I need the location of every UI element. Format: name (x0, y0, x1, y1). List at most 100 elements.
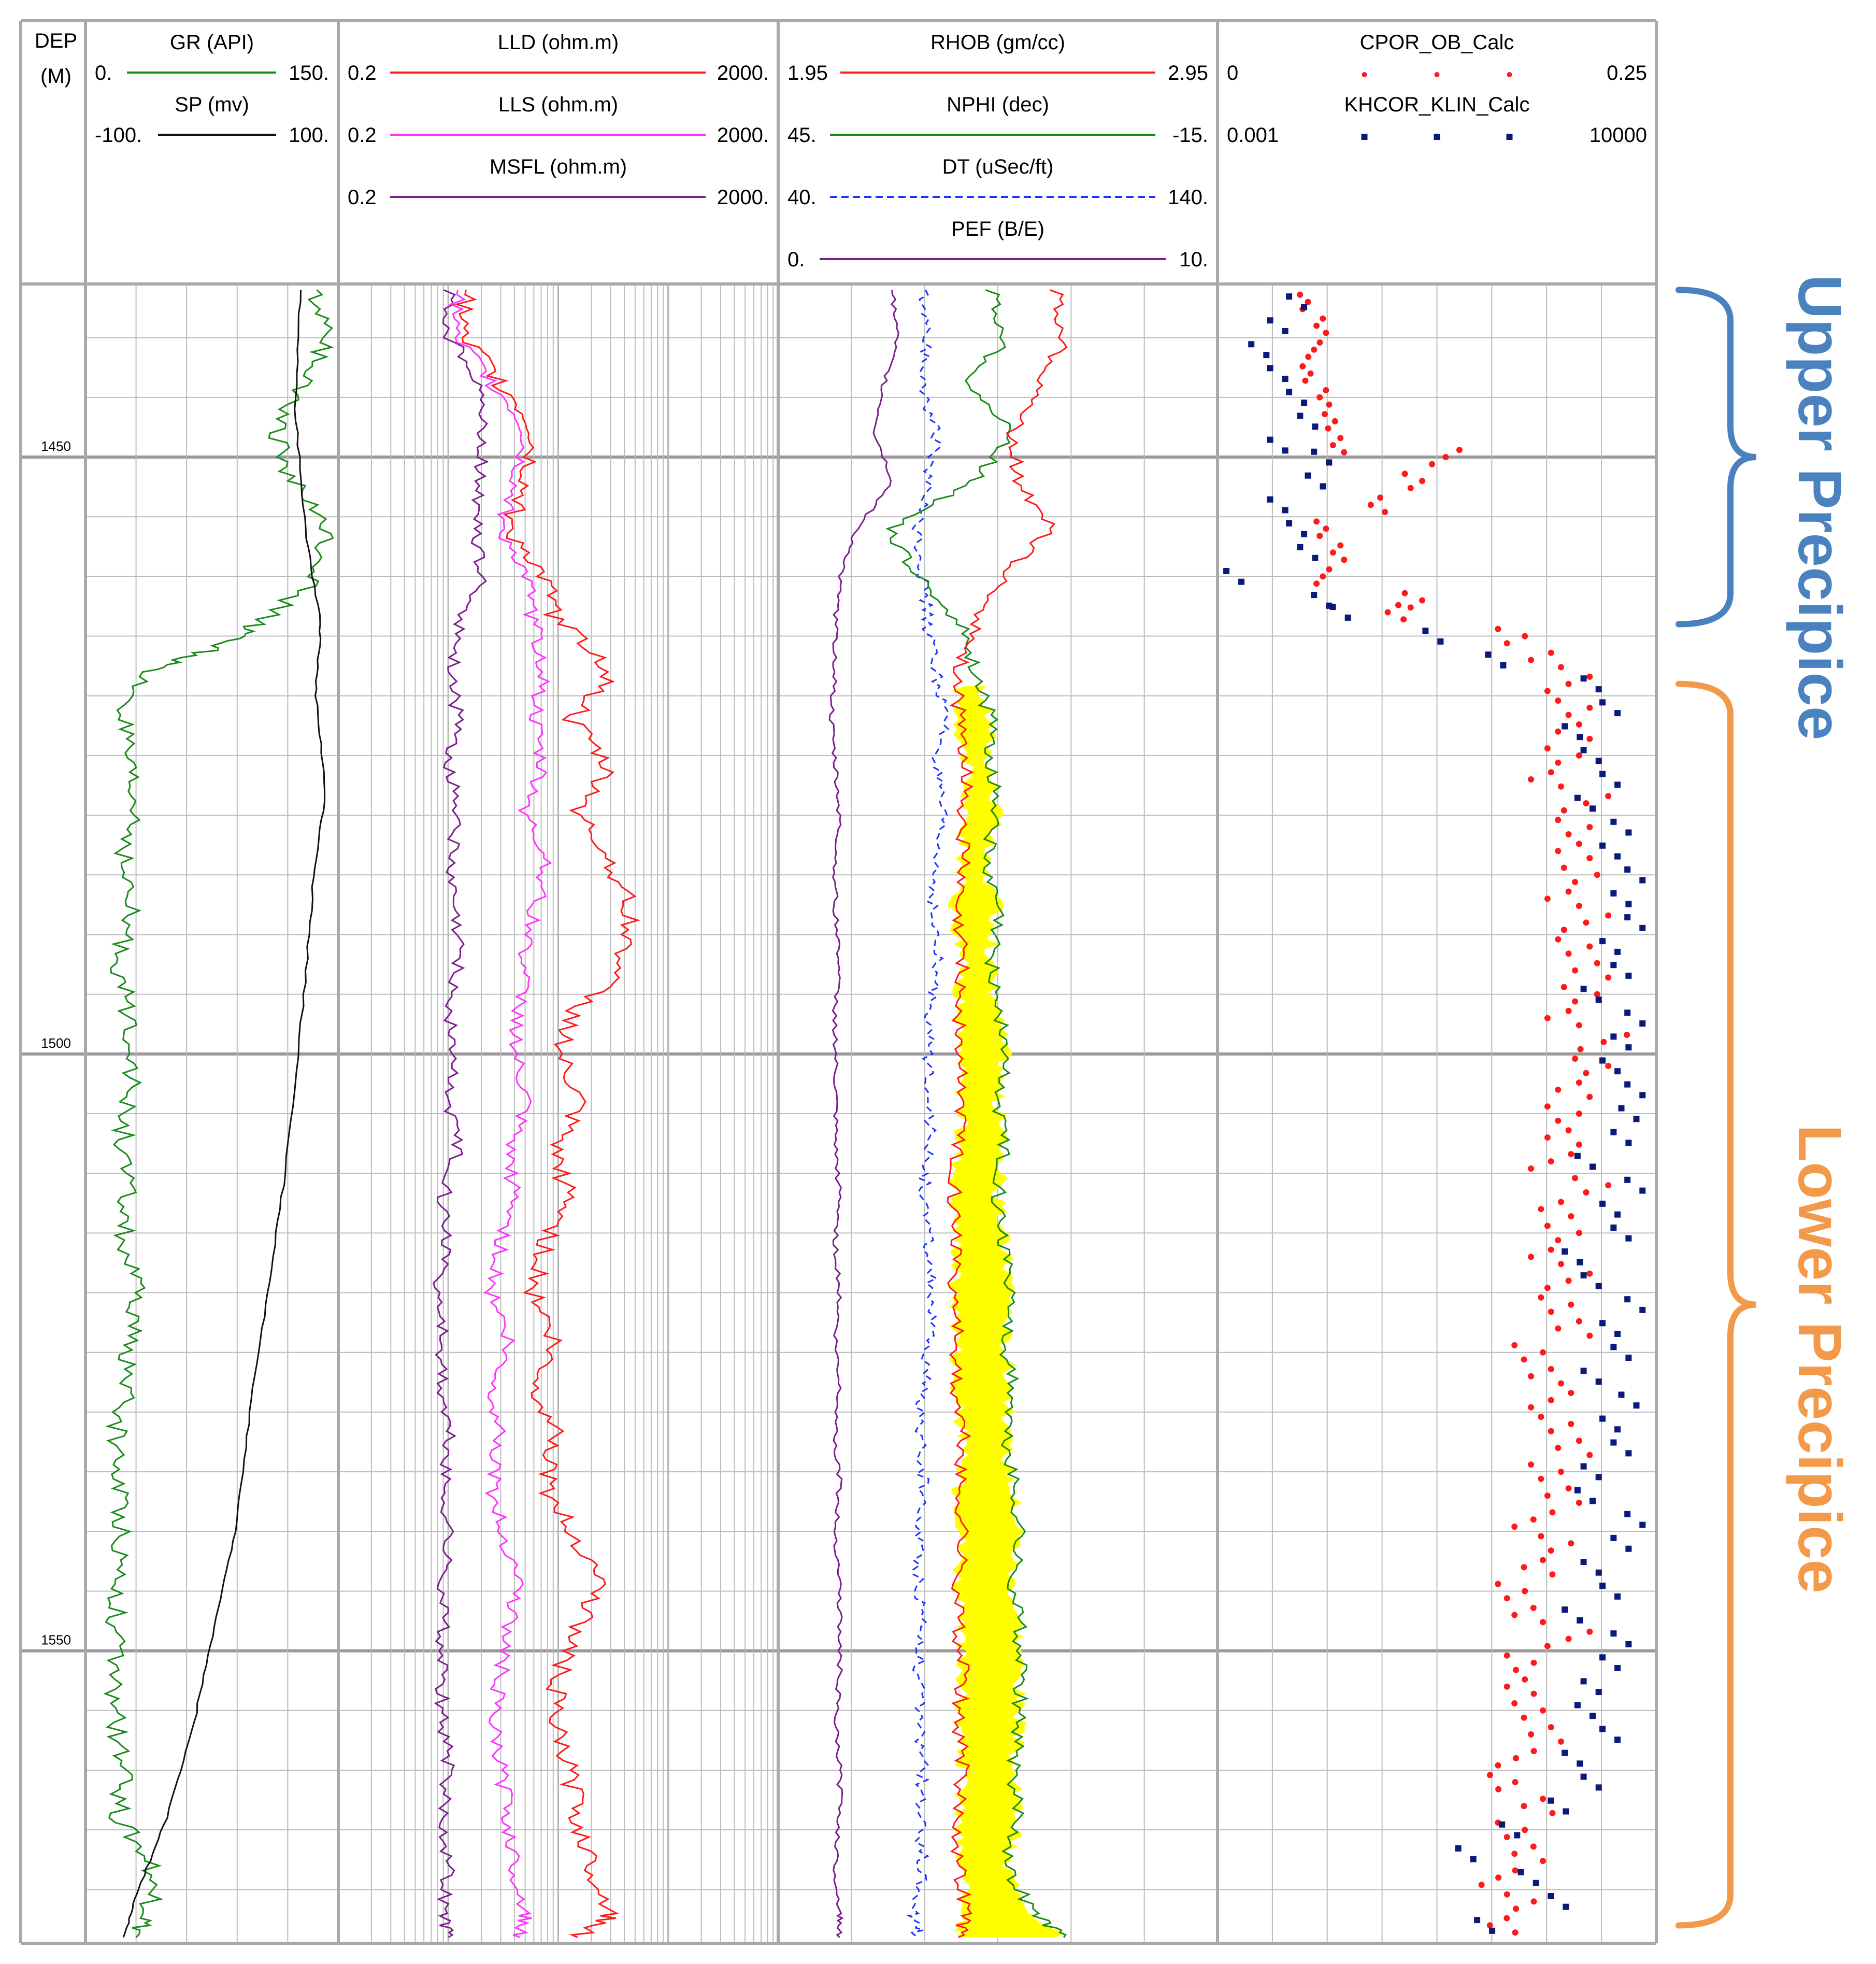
khcor-point (1614, 1593, 1621, 1600)
khcor-point (1595, 1689, 1602, 1696)
cpor-point (1586, 1093, 1593, 1100)
khcor-point (1599, 1726, 1606, 1732)
cpor-point (1555, 936, 1562, 943)
khcor-point (1595, 758, 1602, 764)
khcor-point (1577, 1617, 1583, 1624)
khcor-point (1599, 1057, 1606, 1064)
khcor-point (1589, 1163, 1596, 1170)
cpor-point (1576, 1079, 1582, 1086)
khcor-point (1301, 304, 1308, 310)
cpor-point (1576, 1230, 1582, 1236)
cpor-point (1572, 967, 1579, 974)
track2-curve-name: MSFL (ohm.m) (490, 155, 627, 178)
khcor-point (1311, 448, 1318, 455)
cpor-point (1495, 1786, 1502, 1792)
khcor-point (1580, 1272, 1587, 1279)
track3-scale-min: 45. (787, 124, 817, 147)
cpor-point (1407, 604, 1414, 611)
cpor-point (1521, 1803, 1527, 1810)
track4-scale-max: 10000 (1589, 124, 1647, 147)
khcor-point (1437, 638, 1444, 645)
khcor-point (1312, 423, 1319, 430)
track1-scale-max: 100. (289, 124, 329, 147)
cpor-point (1586, 824, 1593, 831)
khcor-point (1595, 686, 1602, 693)
cpor-point (1540, 1707, 1546, 1714)
track2-scale-max: 2000. (717, 186, 769, 209)
cpor-point (1568, 1540, 1574, 1547)
cpor-point (1544, 688, 1551, 694)
cpor-point (1583, 919, 1589, 926)
cpor-point (1576, 1318, 1582, 1325)
khcor-point (1624, 1009, 1631, 1016)
khcor-point (1517, 1869, 1524, 1875)
track4-scale-max: 0.25 (1607, 62, 1647, 84)
cpor-point (1538, 1533, 1544, 1540)
cpor-point (1302, 377, 1309, 384)
cpor-point (1486, 1922, 1493, 1929)
khcor-point (1614, 1211, 1621, 1218)
track3-curve-name: PEF (B/E) (951, 218, 1044, 240)
khcor-point (1633, 1402, 1640, 1409)
header-layer: DEP (M) 1450 1500 1550 GR (API) 0. 150. SP (mv… (35, 30, 1647, 1648)
depth-header: DEP (35, 30, 77, 52)
khcor-point (1610, 1033, 1617, 1040)
khcor-point (1610, 1439, 1617, 1446)
track2-scale-max: 2000. (717, 62, 769, 84)
khcor-point (1625, 1355, 1632, 1361)
khcor-point (1599, 938, 1606, 945)
khcor-point (1267, 317, 1273, 324)
cpor-point (1560, 984, 1567, 990)
cpor-point (1555, 698, 1562, 704)
khcor-point (1297, 544, 1304, 550)
track4-legend-symbol (1507, 72, 1512, 77)
cpor-point (1565, 1485, 1572, 1492)
cpor-point (1565, 1127, 1572, 1134)
cpor-point (1367, 502, 1374, 508)
khcor-point (1610, 1225, 1617, 1231)
khcor-point (1610, 818, 1617, 825)
khcor-point (1639, 877, 1646, 884)
khcor-point (1610, 1344, 1617, 1350)
khcor-point (1624, 1511, 1631, 1517)
track4-scale-min: 0.001 (1227, 124, 1279, 147)
khcor-point (1574, 1152, 1581, 1159)
khcor-point (1562, 723, 1568, 730)
cpor-point (1407, 485, 1414, 491)
khcor-point (1639, 1187, 1646, 1194)
khcor-point (1577, 1259, 1583, 1265)
cpor-point (1565, 1007, 1572, 1014)
cpor-point (1586, 704, 1593, 711)
curve-layer (103, 289, 1646, 1938)
khcor-point (1514, 1832, 1521, 1839)
khcor-point (1282, 447, 1288, 454)
cpor-point (1594, 872, 1600, 878)
khcor-point (1614, 710, 1621, 717)
cpor-point (1382, 509, 1388, 515)
khcor-point (1614, 1426, 1621, 1433)
track4-curve-name: CPOR_OB_Calc (1360, 31, 1514, 54)
cpor-point (1544, 1285, 1551, 1291)
khcor-point (1500, 662, 1507, 668)
zone-layer: Upper Precipice Lower Precipice (1675, 275, 1854, 1929)
khcor-point (1599, 1583, 1606, 1589)
depth-tick-label: 1500 (41, 1035, 71, 1051)
cpor-point (1544, 1492, 1551, 1499)
cpor-point (1558, 664, 1564, 671)
khcor-point (1562, 1749, 1568, 1756)
khcor-point (1580, 1463, 1587, 1470)
cpor-point (1572, 998, 1579, 1005)
depth-unit: (M) (40, 65, 71, 88)
cpor-point (1544, 1222, 1551, 1229)
cpor-point (1478, 1882, 1485, 1888)
khcor-point (1633, 1116, 1640, 1122)
cpor-point (1341, 557, 1348, 563)
cpor-point (1503, 640, 1510, 647)
track4-scale-min: 0 (1227, 62, 1238, 84)
cpor-point (1530, 1748, 1537, 1755)
cpor-point (1297, 291, 1304, 298)
cpor-point (1325, 425, 1331, 432)
khcor-point (1577, 734, 1583, 741)
cpor-point (1384, 609, 1391, 616)
khcor-point (1574, 794, 1581, 801)
